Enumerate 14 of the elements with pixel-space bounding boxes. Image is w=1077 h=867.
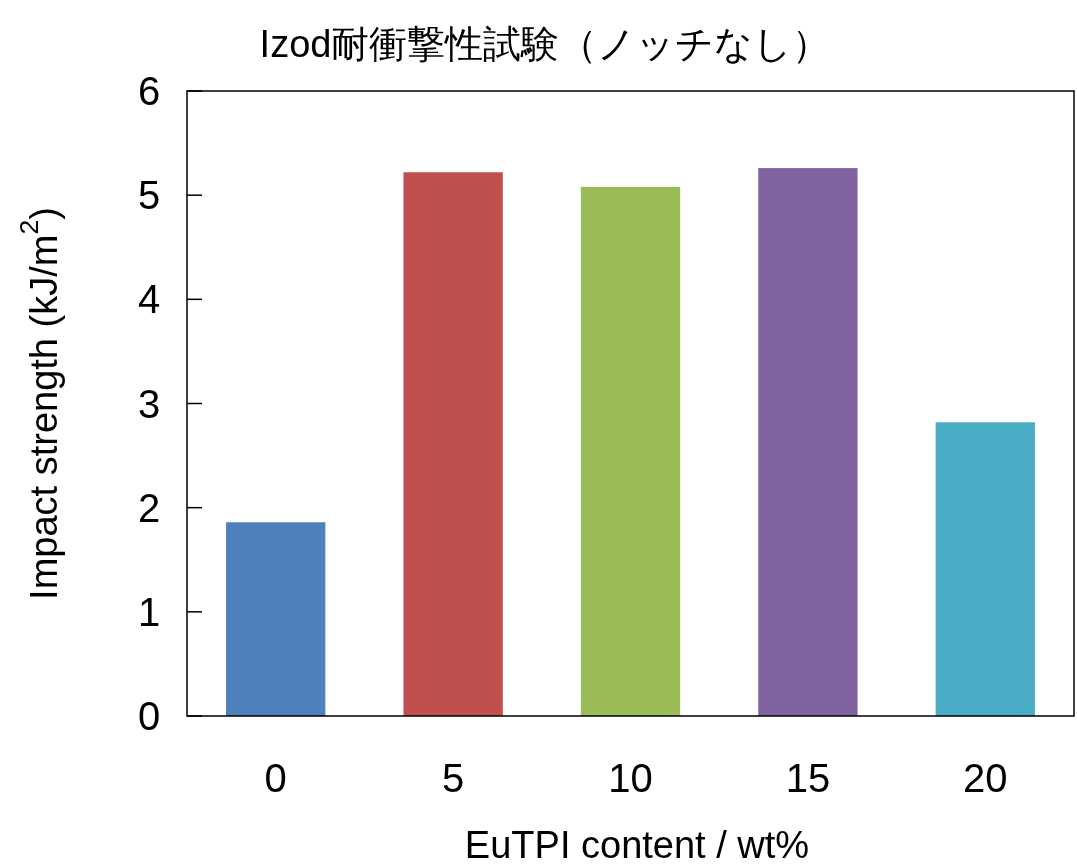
x-axis-title: EuTPI content / wt% [464, 824, 810, 866]
y-tick-label: 4 [137, 277, 161, 322]
y-tick-label: 0 [137, 694, 161, 738]
y-tick-label: 2 [137, 485, 161, 530]
y-tick-label: 6 [137, 69, 161, 113]
chart-title: Izod耐衝撃性試験（ノッチなし） [259, 23, 831, 65]
y-tick-label: 1 [137, 589, 161, 634]
x-tick-label: 10 [608, 756, 653, 800]
y-tick-label: 5 [137, 173, 161, 218]
x-tick-label: 5 [441, 756, 465, 800]
y-tick-label: 3 [137, 381, 161, 426]
x-tick-label: 20 [963, 756, 1008, 800]
x-tick-label: 0 [264, 756, 287, 800]
x-tick-label: 15 [785, 756, 831, 800]
